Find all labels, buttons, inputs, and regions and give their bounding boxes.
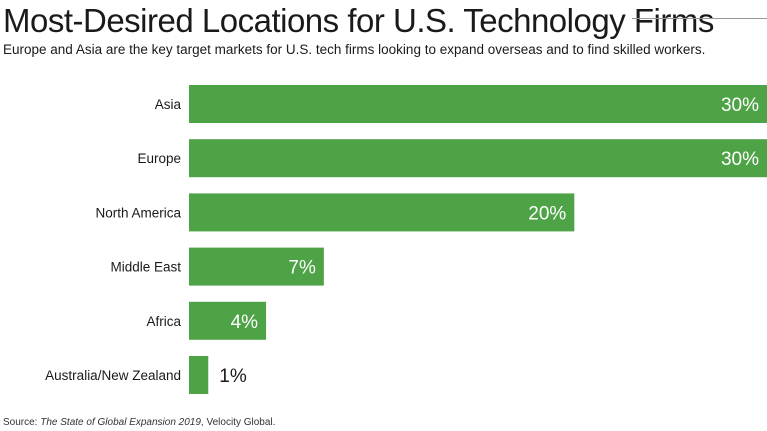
value-label: 1%	[219, 366, 247, 387]
category-label: Europe	[137, 151, 181, 166]
value-label: 30%	[721, 149, 759, 170]
source-suffix: , Velocity Global.	[200, 417, 276, 428]
chart-subtitle: Europe and Asia are the key target marke…	[3, 42, 706, 57]
value-label: 30%	[721, 95, 759, 116]
category-label: North America	[95, 205, 181, 220]
bar	[189, 356, 209, 394]
bars-group: Asia 30% Europe 30% North America 20% Middle E…	[45, 85, 767, 394]
bar	[189, 85, 767, 123]
source-note: Source: The State of Global Expansion 20…	[3, 416, 275, 429]
title-rule	[632, 18, 767, 19]
category-label: Africa	[146, 314, 181, 329]
category-label: Asia	[155, 97, 182, 112]
value-label: 7%	[288, 258, 316, 279]
source-prefix: Source:	[3, 417, 41, 428]
category-label: Australia/New Zealand	[45, 368, 181, 383]
source-title: The State of Global Expansion 2019	[40, 417, 201, 428]
category-label: Middle East	[110, 260, 181, 275]
bar	[189, 301, 267, 340]
chart-title: Most-Desired Locations for U.S. Technolo…	[3, 2, 714, 39]
bar	[189, 193, 575, 232]
bar	[189, 139, 767, 178]
value-label: 20%	[528, 203, 566, 224]
value-label: 4%	[231, 312, 259, 333]
bar	[189, 247, 324, 286]
